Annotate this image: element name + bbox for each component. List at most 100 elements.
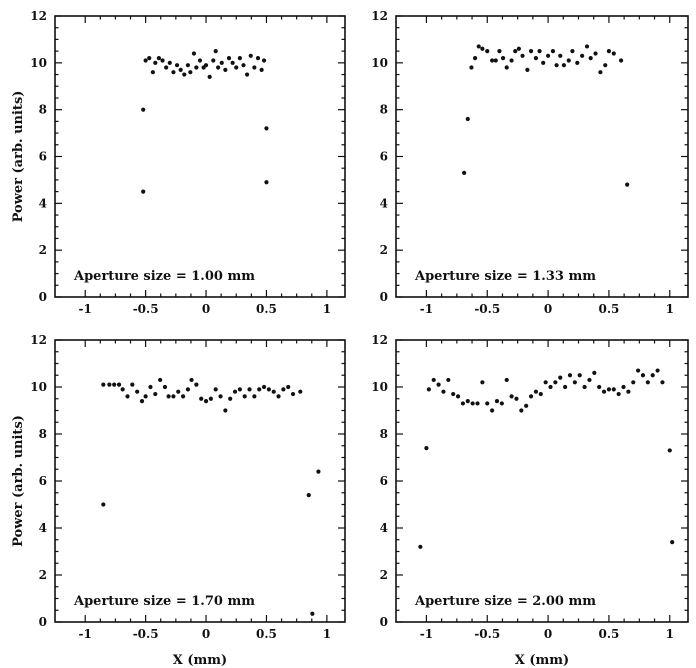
data-point [241,63,246,68]
data-point [601,389,607,394]
data-point [490,58,495,63]
y-tick-label: 10 [30,56,47,70]
x-tick-label: 0.5 [598,627,619,641]
data-point [194,382,199,387]
x-axis-title: X (mm) [173,653,227,668]
y-tick-label: 8 [39,427,47,441]
data-point [112,382,117,387]
data-point [120,387,125,392]
data-point [606,49,612,54]
data-point [513,49,518,54]
data-point [616,391,621,397]
data-point [475,401,480,406]
data-point [588,56,593,61]
data-point [621,384,626,390]
data-point [141,189,146,194]
data-point [237,387,242,392]
data-point [519,408,524,413]
y-tick-label: 8 [380,427,388,441]
data-point [213,387,218,392]
data-point [211,58,216,63]
data-point [143,58,148,63]
data-point [203,63,209,68]
data-point [207,74,212,79]
data-point [276,394,281,399]
x-tick-label: -0.5 [474,302,500,316]
plot-frame [395,339,689,623]
aperture-annotation: Aperture size = 1.70 mm [73,594,255,609]
data-point [469,65,474,70]
data-point [194,65,199,70]
data-point [223,408,228,413]
data-point [493,58,498,63]
data-point [230,60,235,65]
x-tick-label: -1 [420,302,433,316]
data-point [158,377,163,383]
data-point [188,70,193,75]
data-point [524,403,529,408]
data-point [310,611,315,616]
data-point [593,51,598,56]
data-point [130,382,135,387]
data-point [582,384,587,390]
data-point [476,44,481,49]
x-tick-label: 0 [202,302,210,316]
data-point [234,65,239,70]
data-point [598,70,603,75]
x-tick-label: 0 [544,627,552,641]
x-tick-label: -0.5 [133,627,159,641]
data-point [563,384,568,390]
data-point [538,391,543,397]
data-point [166,394,171,399]
data-point [480,380,485,385]
data-point [139,399,145,404]
data-point [667,448,672,453]
data-point [611,387,616,392]
data-point [575,60,580,65]
data-point [520,53,525,58]
data-point [472,56,478,61]
x-tick-label: 0 [202,627,210,641]
data-point [223,67,228,72]
data-point [618,58,624,63]
data-point [180,394,186,399]
data-point [252,65,257,70]
data-point [509,394,514,399]
x-tick-label: 1 [666,302,674,316]
data-point [587,377,592,383]
data-point [640,373,646,378]
data-point [148,384,153,390]
data-point [191,51,197,56]
data-point [424,446,429,451]
data-point [462,170,467,175]
data-point [485,401,490,406]
data-point [626,389,631,394]
data-point [261,58,267,63]
data-point [525,67,530,72]
data-point [247,387,252,392]
data-point [533,389,539,394]
y-tick-label: 6 [39,474,47,488]
data-point [228,396,233,401]
y-tick-label: 0 [380,615,388,629]
data-point [286,384,291,390]
y-tick-label: 4 [39,521,47,535]
y-tick-label: 8 [39,103,47,117]
data-point [252,394,257,399]
data-point [499,401,504,406]
data-point [107,382,112,387]
data-point [101,382,106,387]
aperture-annotation: Aperture size = 1.33 mm [414,269,596,284]
data-point [185,63,191,68]
data-point [465,399,470,404]
data-point [266,387,271,392]
data-point [584,44,590,49]
data-point [541,60,546,65]
data-point [645,380,650,385]
y-tick-label: 8 [380,103,388,117]
data-point [185,387,191,392]
y-tick-label: 0 [39,615,47,629]
data-point [216,65,221,70]
data-point [470,401,475,406]
y-tick-label: 6 [380,474,388,488]
